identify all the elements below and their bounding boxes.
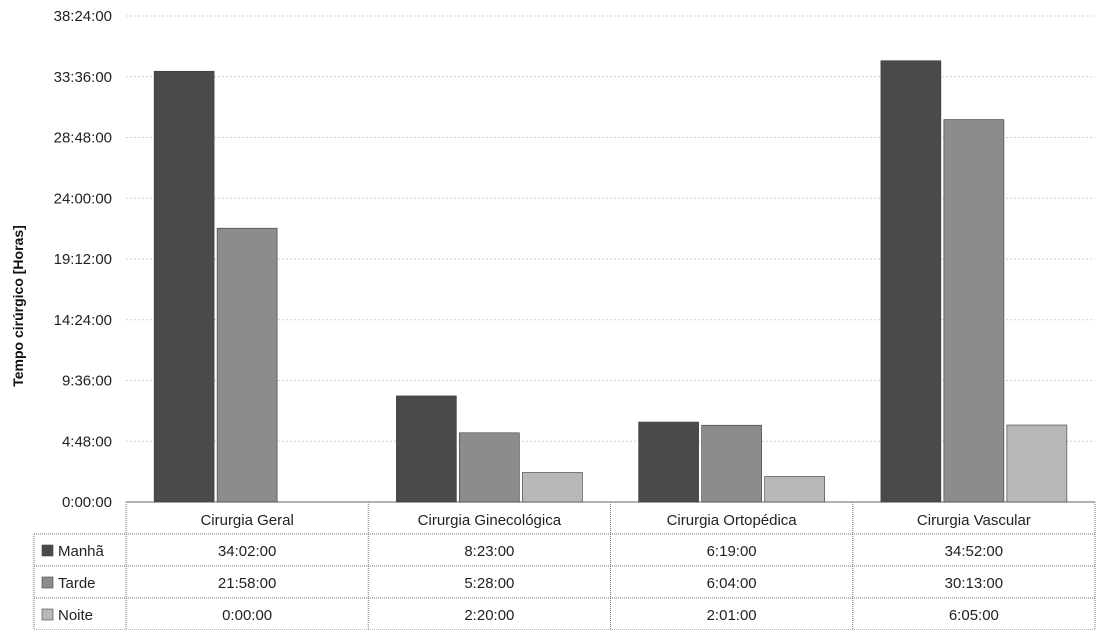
- y-tick-label: 24:00:00: [54, 190, 112, 207]
- data-label: 6:05:00: [949, 607, 999, 624]
- bars: [153, 60, 1068, 503]
- data-label: 6:19:00: [707, 543, 757, 560]
- data-label: 5:28:00: [464, 575, 514, 592]
- y-tick-label: 28:48:00: [54, 130, 112, 147]
- data-label: 6:04:00: [707, 575, 757, 592]
- y-axis-ticks: 0:00:00 4:48:00 9:36:00 14:24:00 19:12:00 24:…: [54, 8, 112, 511]
- bar-noite: [522, 472, 583, 503]
- y-tick-label: 0:00:00: [62, 494, 112, 511]
- legend-label: Noite: [58, 607, 93, 624]
- y-tick-label: 9:36:00: [62, 373, 112, 390]
- bar-noite: [764, 476, 825, 503]
- data-label: 2:01:00: [707, 607, 757, 624]
- legend-label: Manhã: [58, 543, 105, 560]
- legend-swatch: [41, 544, 54, 557]
- bar-tarde: [701, 424, 762, 503]
- y-axis-title: Tempo cirúrgico [Horas]: [10, 225, 26, 387]
- bar-tarde: [943, 119, 1005, 503]
- bar-manhã: [153, 70, 215, 503]
- data-label: 8:23:00: [464, 543, 514, 560]
- y-tick-label: 38:24:00: [54, 8, 112, 25]
- bar-tarde: [459, 432, 520, 503]
- category-label: Cirurgia Vascular: [917, 512, 1031, 529]
- data-label: 0:00:00: [222, 607, 272, 624]
- bar-manhã: [880, 60, 942, 503]
- category-label: Cirurgia Ginecológica: [418, 512, 562, 529]
- legend-swatch: [41, 576, 54, 589]
- bar-noite: [1006, 424, 1068, 503]
- data-label: 30:13:00: [945, 575, 1003, 592]
- bar-manhã: [638, 421, 699, 503]
- y-tick-label: 14:24:00: [54, 312, 112, 329]
- data-label: 2:20:00: [464, 607, 514, 624]
- data-label: 34:02:00: [218, 543, 276, 560]
- data-table: Cirurgia Geral Cirurgia Ginecológica Cirur…: [33, 502, 1096, 631]
- bar-tarde: [216, 227, 278, 503]
- y-tick-label: 33:36:00: [54, 69, 112, 86]
- legend-swatch: [41, 608, 54, 621]
- category-label: Cirurgia Ortopédica: [667, 512, 798, 529]
- bar-manhã: [396, 395, 457, 503]
- data-label: 34:52:00: [945, 543, 1003, 560]
- y-tick-label: 19:12:00: [54, 251, 112, 268]
- y-tick-label: 4:48:00: [62, 433, 112, 450]
- category-label: Cirurgia Geral: [200, 512, 293, 529]
- legend-label: Tarde: [58, 575, 96, 592]
- data-label: 21:58:00: [218, 575, 276, 592]
